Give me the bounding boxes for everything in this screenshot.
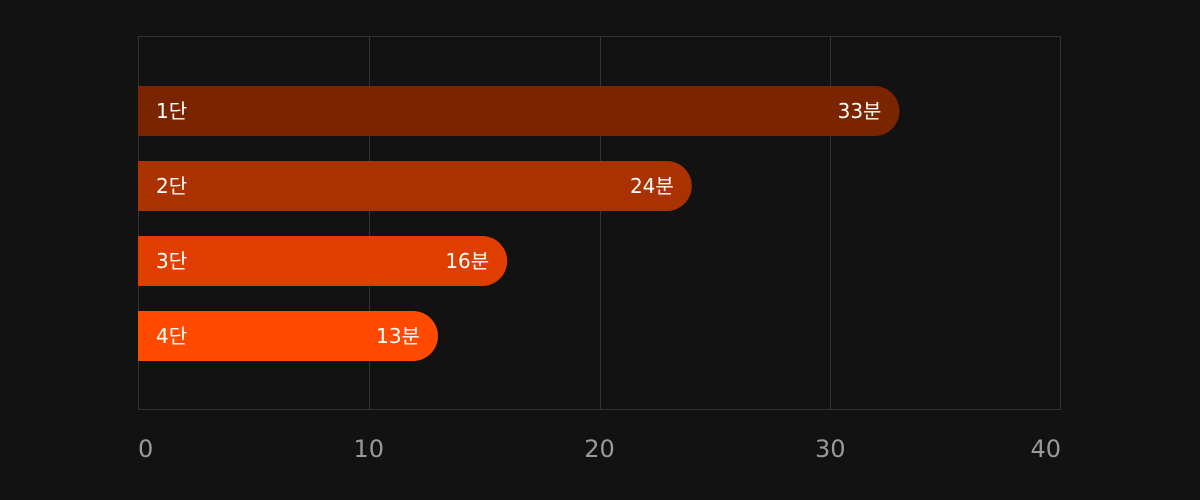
value-label: 24분 bbox=[630, 174, 674, 198]
value-label: 16분 bbox=[445, 249, 489, 273]
x-tick-label: 10 bbox=[353, 435, 384, 463]
bar bbox=[138, 311, 438, 361]
x-tick-label: 20 bbox=[584, 435, 615, 463]
category-label: 3단 bbox=[156, 249, 187, 273]
bar bbox=[138, 86, 900, 136]
category-label: 2단 bbox=[156, 174, 187, 198]
plot-frame bbox=[138, 36, 1061, 410]
category-label: 1단 bbox=[156, 99, 187, 123]
category-label: 4단 bbox=[156, 324, 187, 348]
bar bbox=[138, 236, 508, 286]
x-tick-label: 0 bbox=[138, 435, 153, 463]
bar bbox=[138, 161, 692, 211]
value-label: 33분 bbox=[838, 99, 882, 123]
x-tick-label: 40 bbox=[1030, 435, 1061, 463]
x-tick-label: 30 bbox=[815, 435, 846, 463]
value-label: 13분 bbox=[376, 324, 420, 348]
